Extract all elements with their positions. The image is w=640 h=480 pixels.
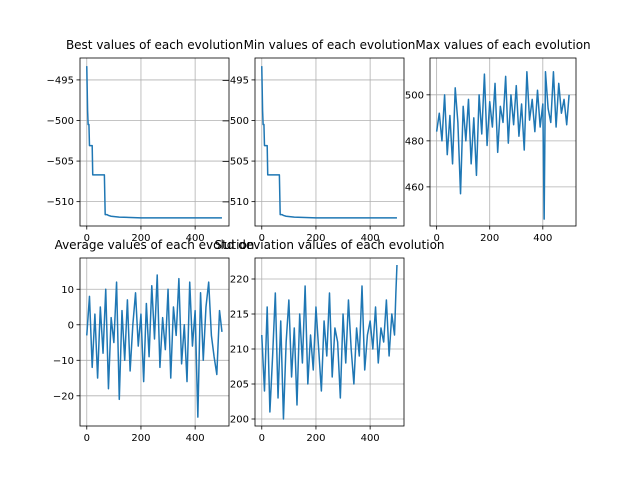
subplot-3: 0 200 400 460 480 500 Max values of each evolu… xyxy=(405,38,591,244)
x-tick-label: 0 xyxy=(433,233,439,244)
x-tick-label: 0 xyxy=(84,433,90,444)
x-tick-label: 400 xyxy=(361,233,380,244)
y-tick-label: 480 xyxy=(405,136,424,147)
x-tick-label: 200 xyxy=(306,233,325,244)
x-tick-label: 200 xyxy=(131,233,150,244)
x-tick-label: 400 xyxy=(361,433,380,444)
y-tick-label: −505 xyxy=(222,157,249,168)
subplot-5: 0 200 400 200 205 210 215 220 Std deviation valu… xyxy=(214,238,444,444)
x-tick-label: 0 xyxy=(84,233,90,244)
y-tick-label: 215 xyxy=(230,310,249,321)
plot-frame xyxy=(254,57,405,227)
x-tick-label: 400 xyxy=(533,233,552,244)
y-tick-label: 10 xyxy=(61,285,74,296)
y-tick-label: 210 xyxy=(230,345,249,356)
y-tick-label: −505 xyxy=(47,157,74,168)
plot-area xyxy=(255,58,404,226)
series-line-1 xyxy=(261,66,397,219)
x-tick-label: 400 xyxy=(186,233,205,244)
y-tick-label: −495 xyxy=(47,75,74,86)
y-tick-label: −10 xyxy=(53,356,74,367)
series-line-1 xyxy=(86,274,223,418)
subplot-title: Std deviation values of each evolution xyxy=(214,238,444,252)
y-tick-label: 220 xyxy=(230,275,249,286)
plot-frame xyxy=(429,57,577,227)
y-tick-label: −20 xyxy=(53,391,74,402)
subplot-4: 0 200 400 10 0 −10 −20 Average values of each e… xyxy=(53,238,255,444)
x-tick-label: 200 xyxy=(306,433,325,444)
subplot-2: 0 200 400 −495 −500 −505 −510 Min values of eac… xyxy=(222,38,416,244)
series-line-1 xyxy=(435,71,570,220)
x-tick-label: 200 xyxy=(480,233,499,244)
y-tick-label: 460 xyxy=(405,182,424,193)
y-tick-label: 205 xyxy=(230,380,249,391)
subplot-1: 0 200 400 −495 −500 −505 −510 Best values of ea… xyxy=(47,38,244,244)
x-tick-label: 400 xyxy=(186,433,205,444)
series-line-1 xyxy=(261,264,398,420)
y-tick-label: −510 xyxy=(222,197,249,208)
y-tick-label: −510 xyxy=(47,197,74,208)
y-tick-label: −495 xyxy=(222,75,249,86)
subplot-title: Max values of each evolution xyxy=(415,38,590,52)
y-tick-label: −500 xyxy=(47,116,74,127)
y-tick-label: 0 xyxy=(68,320,74,331)
plot-frame xyxy=(79,257,230,427)
series-line-1 xyxy=(86,66,222,219)
plot-frame xyxy=(79,57,230,227)
plot-area xyxy=(255,258,404,426)
x-tick-label: 0 xyxy=(259,433,265,444)
y-tick-label: 500 xyxy=(405,90,424,101)
plot-area xyxy=(430,58,576,226)
plot-frame xyxy=(254,257,405,427)
x-tick-label: 200 xyxy=(131,433,150,444)
y-tick-label: −500 xyxy=(222,116,249,127)
subplot-title: Average values of each evolution xyxy=(55,238,255,252)
plot-area xyxy=(80,58,229,226)
x-tick-label: 0 xyxy=(259,233,265,244)
subplot-title: Best values of each evolution xyxy=(66,38,243,52)
subplot-title: Min values of each evolution xyxy=(244,38,416,52)
y-tick-label: 200 xyxy=(230,415,249,426)
